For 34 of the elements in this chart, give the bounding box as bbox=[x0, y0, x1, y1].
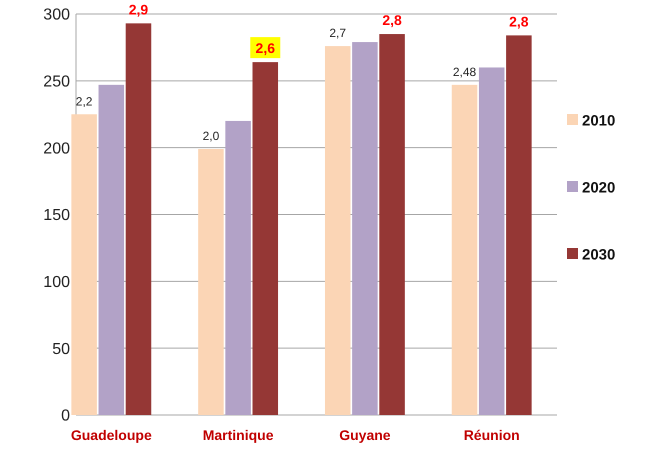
bar bbox=[71, 114, 97, 415]
bar bbox=[379, 34, 405, 415]
annotation: 2,0 bbox=[202, 129, 220, 144]
legend-label: 2030 bbox=[582, 246, 616, 264]
annotation: 2,8 bbox=[509, 13, 529, 30]
annotation: 2,6 bbox=[256, 40, 276, 56]
x-tick-label: Martinique bbox=[202, 427, 274, 443]
bar bbox=[478, 67, 504, 415]
annotation: 2,48 bbox=[452, 64, 477, 79]
bar bbox=[352, 42, 378, 415]
bar bbox=[252, 62, 278, 415]
legend-label: 2010 bbox=[582, 112, 616, 130]
y-tick-label: 200 bbox=[43, 140, 70, 158]
bar bbox=[225, 120, 251, 415]
bar bbox=[198, 149, 224, 415]
bar bbox=[126, 23, 152, 415]
y-tick-label: 250 bbox=[43, 73, 70, 90]
x-tick-label: Guyane bbox=[339, 427, 391, 443]
annotation: 2,8 bbox=[382, 12, 402, 28]
y-tick-label: 300 bbox=[43, 6, 70, 24]
legend-label: 2020 bbox=[582, 179, 616, 196]
annotation: 2,7 bbox=[329, 26, 346, 40]
bar bbox=[452, 84, 478, 415]
annotation: 2,2 bbox=[76, 94, 93, 108]
x-tick-label: Guadeloupe bbox=[70, 427, 152, 443]
x-tick-label: Réunion bbox=[464, 427, 520, 443]
y-tick-label: 0 bbox=[61, 408, 70, 425]
bar bbox=[506, 35, 532, 415]
y-tick-label: 50 bbox=[52, 340, 70, 358]
bar bbox=[324, 46, 350, 415]
bar bbox=[98, 84, 124, 415]
annotation: 2,9 bbox=[128, 1, 148, 18]
y-tick-label: 150 bbox=[43, 207, 70, 224]
y-tick-label: 100 bbox=[43, 274, 70, 291]
